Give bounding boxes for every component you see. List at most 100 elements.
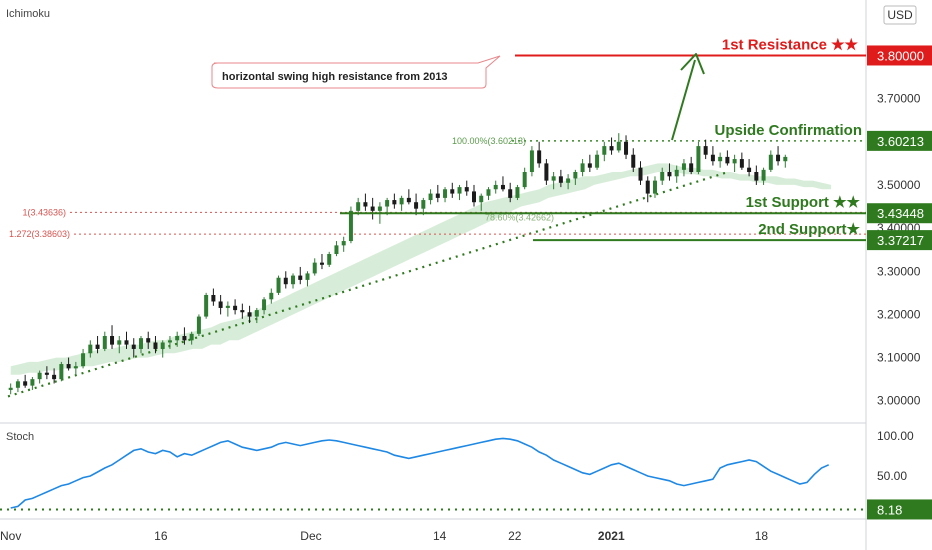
time-tick-label: Dec [300, 529, 321, 543]
candle-body [739, 159, 744, 168]
candle-body [153, 342, 158, 349]
candle-body [319, 262, 324, 265]
candle-body [428, 193, 433, 201]
currency-label: USD [887, 8, 913, 22]
candle-body [196, 316, 201, 334]
candle-body [167, 340, 172, 343]
candle-body [117, 340, 122, 345]
candle-body [674, 169, 679, 177]
price-axis[interactable]: 3.800003.700003.600003.500003.400003.300… [877, 48, 921, 407]
candle-body [305, 273, 310, 280]
candle-body [783, 156, 788, 162]
candle-body [175, 336, 180, 341]
candle-body [754, 172, 759, 181]
price-tick-label: 3.70000 [877, 92, 921, 106]
candle-body [710, 154, 715, 162]
candle-body [283, 277, 288, 285]
candle-body [566, 178, 571, 183]
stoch-series: 8.18 [0, 437, 932, 520]
stoch-tick-label: 50.00 [877, 469, 907, 483]
candle-body [703, 146, 708, 155]
candle-body [262, 299, 267, 311]
candle-body [30, 379, 35, 386]
candle-body [558, 176, 563, 183]
time-axis[interactable]: Nov 16 Dec 14 22 2021 18 [0, 529, 768, 543]
candle-body [385, 200, 390, 207]
candle-body [660, 172, 665, 181]
candle-body [392, 200, 397, 205]
candle-body [689, 163, 694, 172]
key-levels: 1st Resistance ★★ 3.80000 Upside Confirmat… [340, 36, 932, 251]
candle-body [110, 336, 115, 345]
candle-body [52, 374, 57, 380]
candle-body [240, 310, 245, 313]
time-tick-label: 14 [433, 529, 447, 543]
candle-body [233, 305, 238, 311]
candle-body [225, 305, 230, 308]
candle-body [718, 156, 723, 162]
price-tick-label: 3.10000 [877, 351, 921, 365]
candle-body [59, 364, 64, 380]
candle-body [732, 159, 737, 164]
candle-body [15, 381, 20, 388]
candle-body [414, 202, 419, 209]
candle-body [580, 163, 585, 172]
candle-body [276, 277, 281, 293]
price-label-text: 3.60213 [877, 134, 924, 149]
bottom-indicator-label[interactable]: Stoch [6, 431, 34, 443]
candle-body [348, 210, 353, 242]
candle-body [73, 366, 78, 369]
candle-body [204, 295, 209, 317]
candle-body [761, 169, 766, 181]
candle-body [508, 189, 513, 198]
price-label-box [867, 45, 932, 66]
candle-body [645, 180, 650, 194]
candle-body [450, 189, 455, 194]
candle-body [356, 202, 361, 211]
stoch-level-box [867, 499, 932, 520]
candle-body [88, 344, 93, 354]
candle-body [211, 295, 216, 302]
candle-body [399, 197, 404, 205]
candle-body [421, 200, 426, 209]
candlestick-series [8, 133, 788, 395]
candle-body [182, 336, 187, 341]
candle-body [160, 342, 165, 349]
candle-body [725, 156, 730, 164]
time-tick-label: 2021 [598, 529, 625, 543]
candle-body [616, 141, 621, 151]
candle-body [652, 180, 657, 194]
price-tick-label: 3.20000 [877, 307, 921, 321]
candle-body [102, 336, 107, 349]
callout-text: horizontal swing high resistance from 20… [222, 71, 448, 83]
candle-body [638, 167, 643, 181]
candle-body [44, 372, 49, 375]
fib-1272-label: 1.272(3.38603) [9, 229, 70, 239]
candle-body [377, 206, 382, 211]
level-annotation: Upside Confirmation [714, 122, 862, 139]
stoch-tick-label: 100.00 [877, 429, 914, 443]
price-label-text: 3.43448 [877, 206, 924, 221]
candle-body [291, 275, 296, 285]
candle-body [443, 189, 448, 198]
candle-body [522, 172, 527, 188]
candle-body [544, 163, 549, 181]
candle-body [681, 163, 686, 170]
candle-body [341, 241, 346, 246]
candle-body [667, 172, 672, 177]
top-indicator-label[interactable]: Ichimoku [6, 8, 50, 20]
candle-body [696, 146, 701, 172]
currency-badge[interactable]: USD [883, 5, 917, 25]
candle-body [493, 184, 498, 190]
cloud-band [10, 163, 832, 375]
stoch-axis[interactable]: 100.00 50.00 [877, 429, 914, 483]
candle-body [334, 245, 339, 254]
fib-786-label: 78.60%(3.42662) [485, 213, 554, 223]
candle-body [312, 262, 317, 274]
price-tick-label: 3.00000 [877, 394, 921, 408]
candle-body [81, 353, 86, 367]
stoch-level-text: 8.18 [877, 502, 902, 517]
candle-body [631, 154, 636, 168]
candle-body [138, 338, 143, 349]
candle-body [269, 292, 274, 300]
